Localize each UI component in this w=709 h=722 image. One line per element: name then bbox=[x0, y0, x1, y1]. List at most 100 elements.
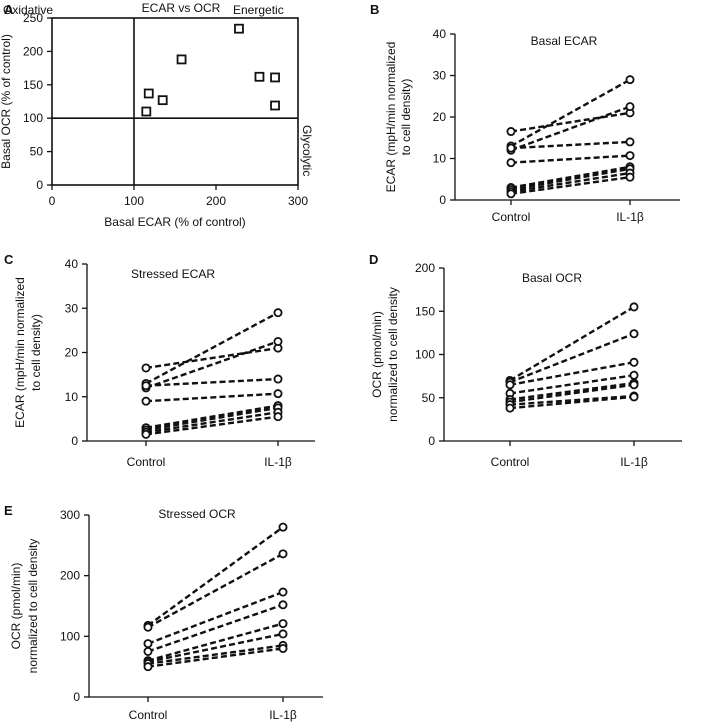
data-point-control bbox=[141, 396, 151, 406]
y-tick-label: 20 bbox=[65, 346, 79, 360]
data-point-il1b bbox=[629, 392, 639, 402]
y-tick-label: 20 bbox=[433, 110, 447, 124]
data-point bbox=[176, 54, 187, 65]
series-line bbox=[510, 167, 631, 191]
panel-letter: C bbox=[4, 252, 14, 267]
data-point bbox=[157, 95, 168, 106]
panel-d-basal-ocr: D Basal OCR 0 50 100 150 200 Control IL-1β OCR (p… bbox=[369, 252, 682, 469]
y-axis-label: normalized to cell density bbox=[386, 287, 400, 422]
data-point-control bbox=[506, 143, 516, 153]
series-line bbox=[145, 404, 279, 429]
y-tick-label: 300 bbox=[60, 508, 80, 522]
data-point-il1b bbox=[273, 336, 283, 346]
y-axis-label: OCR (pmol/min) bbox=[370, 311, 384, 398]
panel-b-basal-ecar: B Basal ECAR 0 10 20 30 40 Control IL-1β ECAR (mp… bbox=[370, 2, 680, 224]
series-line bbox=[509, 395, 635, 410]
x-tick-label: 100 bbox=[124, 194, 144, 208]
data-point bbox=[270, 72, 280, 83]
series-line bbox=[509, 381, 635, 401]
data-point-il1b bbox=[629, 380, 639, 390]
x-tick-label: Control bbox=[127, 455, 166, 469]
y-tick-label: 0 bbox=[71, 434, 78, 448]
y-axis-label: to cell density) bbox=[29, 314, 43, 391]
series-line bbox=[509, 332, 635, 384]
plot-frame bbox=[51, 17, 299, 186]
series-line bbox=[145, 411, 279, 434]
panel-letter: E bbox=[4, 503, 13, 518]
data-point-control bbox=[141, 429, 151, 439]
y-axis-label: to cell density) bbox=[399, 79, 413, 156]
data-point-il1b bbox=[273, 308, 283, 318]
y-axis-label: normalized to cell density bbox=[26, 539, 40, 674]
panel-c-stressed-ecar: C Stressed ECAR 0 10 20 30 40 Control IL-1β ECAR … bbox=[4, 252, 315, 469]
data-point-control bbox=[506, 189, 516, 199]
data-point bbox=[234, 23, 244, 34]
x-tick-label: IL-1β bbox=[269, 708, 297, 722]
y-tick-label: 0 bbox=[73, 690, 80, 704]
y-tick-label: 200 bbox=[60, 569, 80, 583]
y-tick-label: 200 bbox=[415, 261, 435, 275]
data-point bbox=[254, 71, 265, 82]
y-tick-label: 0 bbox=[36, 178, 43, 192]
data-point bbox=[143, 88, 154, 99]
data-point-il1b bbox=[278, 587, 288, 597]
chart-title: Stressed OCR bbox=[158, 507, 236, 521]
y-tick-label: 40 bbox=[65, 257, 79, 271]
x-tick-label: 0 bbox=[49, 194, 56, 208]
x-tick-label: Control bbox=[129, 708, 168, 722]
data-point-il1b bbox=[625, 151, 635, 161]
y-tick-label: 30 bbox=[65, 301, 79, 315]
y-tick-label: 30 bbox=[433, 69, 447, 83]
y-tick-label: 50 bbox=[422, 391, 436, 405]
series-line bbox=[510, 165, 631, 189]
data-point-control bbox=[141, 381, 151, 391]
chart-title: ECAR vs OCR bbox=[142, 1, 221, 15]
data-point-il1b bbox=[278, 600, 288, 610]
series-line bbox=[510, 105, 631, 152]
y-tick-label: 0 bbox=[439, 193, 446, 207]
series-line bbox=[145, 346, 279, 370]
series-line bbox=[147, 552, 284, 629]
data-point-il1b bbox=[629, 329, 639, 339]
y-axis-label: ECAR (mpH/min normalized bbox=[384, 42, 398, 193]
data-point-il1b bbox=[629, 370, 639, 380]
y-tick-label: 250 bbox=[23, 11, 43, 25]
data-point-control bbox=[506, 127, 516, 137]
data-point-control bbox=[506, 158, 516, 168]
panel-letter: D bbox=[369, 252, 378, 267]
series-line bbox=[510, 154, 631, 164]
panel-e-stressed-ocr: E Stressed OCR 0 100 200 300 Control IL-1β OCR (… bbox=[4, 503, 323, 722]
series-line bbox=[147, 647, 284, 668]
data-point-il1b bbox=[625, 75, 635, 85]
series-line bbox=[147, 526, 284, 627]
data-point-il1b bbox=[273, 412, 283, 422]
chart-title: Stressed ECAR bbox=[131, 267, 215, 281]
series-line bbox=[147, 622, 284, 662]
y-tick-label: 100 bbox=[415, 348, 435, 362]
series-line bbox=[509, 374, 635, 395]
series-line bbox=[510, 111, 631, 133]
data-point-il1b bbox=[273, 389, 283, 399]
y-axis-label: Basal OCR (% of control) bbox=[0, 34, 13, 169]
data-point-il1b bbox=[278, 522, 288, 532]
quadrant-label-energetic: Energetic bbox=[233, 3, 284, 17]
data-point bbox=[141, 106, 152, 117]
y-tick-label: 10 bbox=[433, 152, 447, 166]
series-line bbox=[510, 140, 631, 150]
y-axis-label: OCR (pmol/min) bbox=[9, 563, 23, 650]
y-axis-label: ECAR (mpH/min normalized bbox=[13, 277, 27, 428]
y-tick-label: 0 bbox=[428, 434, 435, 448]
data-point-control bbox=[141, 363, 151, 373]
quadrant-label-oxidative: Oxidative bbox=[3, 3, 53, 17]
data-point-il1b bbox=[625, 137, 635, 147]
panel-letter: A bbox=[4, 2, 14, 17]
data-point-il1b bbox=[625, 102, 635, 112]
series-line bbox=[509, 361, 635, 386]
y-tick-label: 100 bbox=[60, 629, 80, 643]
y-tick-label: 100 bbox=[23, 111, 43, 125]
y-tick-label: 200 bbox=[23, 44, 43, 58]
panel-letter: B bbox=[370, 2, 379, 17]
series-line bbox=[145, 392, 279, 403]
y-tick-label: 150 bbox=[415, 304, 435, 318]
